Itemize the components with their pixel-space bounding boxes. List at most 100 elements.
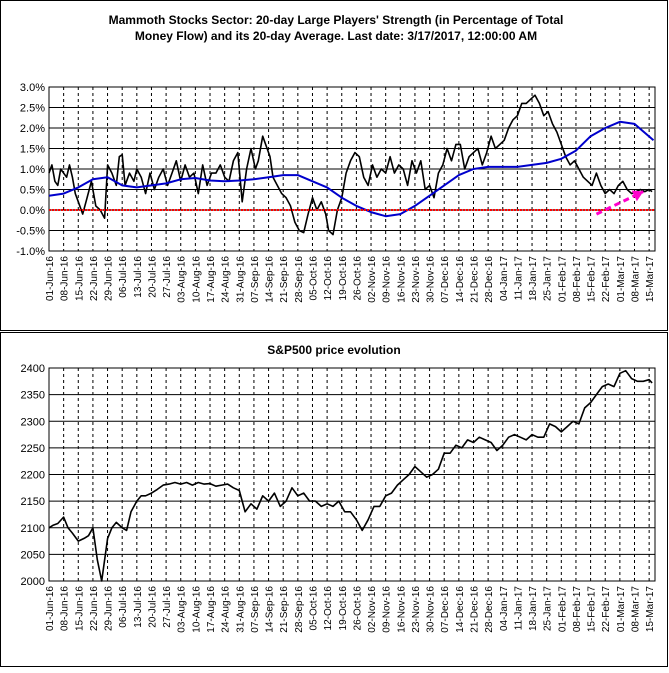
y-tick-label: 1.5% xyxy=(20,144,45,156)
x-tick-label: 04-Jan-17 xyxy=(499,256,510,301)
x-tick-label: 06-Jul-16 xyxy=(118,256,129,298)
x-tick-label: 23-Nov-16 xyxy=(411,586,422,633)
y-tick-label: 2250 xyxy=(21,443,45,455)
top-chart-series xyxy=(48,94,655,236)
x-tick-label: 25-Jan-17 xyxy=(543,586,554,631)
x-tick-label: 05-Oct-16 xyxy=(308,256,319,301)
x-tick-label: 23-Nov-16 xyxy=(411,256,422,303)
x-tick-label: 19-Oct-16 xyxy=(338,256,349,301)
x-tick-label: 10-Aug-16 xyxy=(191,586,202,633)
x-tick-label: 07-Sep-16 xyxy=(250,256,261,303)
sp500-price-line xyxy=(48,369,653,582)
x-tick-label: 21-Dec-16 xyxy=(469,256,480,303)
annotation-arrow-head xyxy=(631,190,644,202)
x-tick-label: 29-Jun-16 xyxy=(104,256,115,301)
x-tick-label: 07-Sep-16 xyxy=(250,586,261,633)
x-tick-label: 09-Nov-16 xyxy=(382,256,393,303)
x-tick-label: 08-Mar-17 xyxy=(631,586,642,633)
x-tick-label: 11-Jan-17 xyxy=(513,586,524,631)
x-tick-label: 11-Jan-17 xyxy=(513,256,524,301)
x-tick-label: 06-Jul-16 xyxy=(118,586,129,628)
x-tick-label: 13-Jul-16 xyxy=(133,586,144,628)
x-tick-label: 08-Feb-17 xyxy=(572,256,583,303)
x-tick-label: 12-Oct-16 xyxy=(323,586,334,631)
x-tick-label: 05-Oct-16 xyxy=(308,586,319,631)
y-tick-label: 2100 xyxy=(21,523,45,535)
bottom-chart-title: S&P500 price evolution xyxy=(267,343,400,357)
x-tick-label: 15-Jun-16 xyxy=(74,256,85,301)
x-tick-label: 02-Nov-16 xyxy=(367,256,378,303)
x-tick-label: 12-Oct-16 xyxy=(323,256,334,301)
x-tick-label: 01-Jun-16 xyxy=(45,586,56,631)
x-tick-label: 09-Nov-16 xyxy=(382,586,393,633)
x-tick-label: 21-Sep-16 xyxy=(279,586,290,633)
y-tick-label: 0.0% xyxy=(20,205,45,217)
y-tick-label: 2200 xyxy=(21,470,45,482)
x-tick-label: 04-Jan-17 xyxy=(499,586,510,631)
x-tick-label: 30-Nov-16 xyxy=(426,256,437,303)
x-tick-label: 13-Jul-16 xyxy=(133,256,144,298)
x-tick-label: 22-Feb-17 xyxy=(601,256,612,303)
x-tick-label: 28-Dec-16 xyxy=(484,586,495,633)
y-tick-label: 2.0% xyxy=(20,123,45,135)
average-line xyxy=(48,120,655,218)
x-tick-label: 29-Jun-16 xyxy=(104,586,115,631)
y-tick-label: 2350 xyxy=(21,390,45,402)
x-tick-label: 21-Dec-16 xyxy=(469,586,480,633)
top-chart-border xyxy=(0,0,668,331)
x-tick-label: 15-Jun-16 xyxy=(74,586,85,631)
y-tick-label: 2.5% xyxy=(20,103,45,115)
x-tick-label: 02-Nov-16 xyxy=(367,586,378,633)
x-tick-label: 01-Mar-17 xyxy=(616,256,627,303)
x-tick-label: 08-Mar-17 xyxy=(631,256,642,303)
top-chart-title-line2: Money Flow) and its 20-day Average. Last… xyxy=(135,29,537,43)
x-tick-label: 31-Aug-16 xyxy=(235,586,246,633)
x-tick-label: 14-Dec-16 xyxy=(455,256,466,303)
x-tick-label: 28-Sep-16 xyxy=(294,586,305,633)
x-tick-label: 15-Mar-17 xyxy=(645,586,656,633)
x-tick-label: 28-Dec-16 xyxy=(484,256,495,303)
x-tick-label: 07-Dec-16 xyxy=(440,256,451,303)
x-tick-label: 01-Jun-16 xyxy=(45,256,56,301)
x-tick-label: 27-Jul-16 xyxy=(162,256,173,298)
x-tick-label: 22-Jun-16 xyxy=(89,256,100,301)
bottom-chart-series xyxy=(48,369,653,582)
x-tick-label: 14-Sep-16 xyxy=(265,586,276,633)
x-tick-label: 24-Aug-16 xyxy=(221,256,232,303)
x-tick-label: 22-Feb-17 xyxy=(601,586,612,633)
top-chart-x-axis-ticks: 01-Jun-16 08-Jun-16 15-Jun-16 22-Jun-16 29-J… xyxy=(45,256,656,303)
x-tick-label: 14-Sep-16 xyxy=(265,256,276,303)
top-chart-title-line1: Mammoth Stocks Sector: 20-day Large Play… xyxy=(109,13,564,27)
x-tick-label: 18-Jan-17 xyxy=(528,586,539,631)
x-tick-label: 17-Aug-16 xyxy=(206,586,217,633)
bottom-chart-border xyxy=(0,332,668,667)
x-tick-label: 30-Nov-16 xyxy=(426,586,437,633)
x-tick-label: 28-Sep-16 xyxy=(294,256,305,303)
x-tick-label: 31-Aug-16 xyxy=(235,256,246,303)
y-tick-label: -0.5% xyxy=(16,226,45,238)
y-tick-label: 3.0% xyxy=(20,82,45,94)
x-tick-label: 15-Feb-17 xyxy=(587,256,598,303)
x-tick-label: 01-Feb-17 xyxy=(557,586,568,633)
x-tick-label: 07-Dec-16 xyxy=(440,586,451,633)
bottom-chart-y-axis-ticks: 2400 2350 2300 2250 2200 2150 2100 2050 2000 xyxy=(21,363,45,588)
x-tick-label: 10-Aug-16 xyxy=(191,256,202,303)
y-tick-label: 2150 xyxy=(21,496,45,508)
x-tick-label: 20-Jul-16 xyxy=(147,586,158,628)
x-tick-label: 01-Mar-17 xyxy=(616,586,627,633)
x-tick-label: 21-Sep-16 xyxy=(279,256,290,303)
x-tick-label: 15-Feb-17 xyxy=(587,586,598,633)
x-tick-label: 03-Aug-16 xyxy=(177,586,188,633)
x-tick-label: 27-Jul-16 xyxy=(162,586,173,628)
x-tick-label: 08-Jun-16 xyxy=(60,256,71,301)
x-tick-label: 18-Jan-17 xyxy=(528,256,539,301)
top-chart-y-axis-ticks: 3.0% 2.5% 2.0% 1.5% 1.0% 0.5% 0.0% -0.5% -1.0% xyxy=(16,82,45,258)
y-tick-label: -1.0% xyxy=(16,246,45,258)
x-tick-label: 24-Aug-16 xyxy=(221,586,232,633)
x-tick-label: 22-Jun-16 xyxy=(89,586,100,631)
x-tick-label: 03-Aug-16 xyxy=(177,256,188,303)
x-tick-label: 08-Jun-16 xyxy=(60,586,71,631)
x-tick-label: 08-Feb-17 xyxy=(572,586,583,633)
bottom-chart-gridlines xyxy=(48,367,656,582)
x-tick-label: 14-Dec-16 xyxy=(455,586,466,633)
